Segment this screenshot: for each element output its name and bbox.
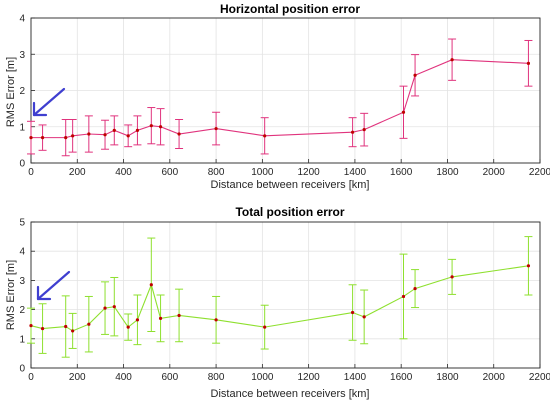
data-point — [149, 124, 153, 128]
x-tick-label: 1600 — [390, 372, 413, 383]
data-point — [126, 134, 130, 138]
data-point — [413, 73, 417, 77]
x-tick-label: 600 — [161, 167, 178, 178]
data-point — [158, 316, 163, 320]
x-tick-label: 1600 — [390, 167, 413, 178]
x-tick-label: 2000 — [483, 372, 506, 383]
data-point — [526, 264, 531, 268]
data-point — [263, 134, 267, 138]
data-point — [177, 313, 181, 318]
data-point — [112, 128, 116, 132]
data-point — [526, 61, 531, 65]
data-point — [450, 58, 454, 62]
y-axis-label: RMS Error [m] — [5, 260, 17, 330]
data-point — [177, 132, 181, 136]
x-tick-label: 1200 — [298, 372, 321, 383]
y-axis-label: RMS Error [m] — [5, 57, 17, 127]
data-point — [158, 125, 163, 129]
x-tick-label: 1000 — [251, 372, 274, 383]
data-point — [126, 325, 130, 329]
annotation-arrow-shaft — [32, 87, 66, 117]
data-point — [87, 322, 91, 326]
total-error-panel: Total position error Distance between re… — [5, 205, 550, 400]
y-tick-label: 2 — [19, 305, 25, 316]
data-point — [214, 126, 218, 131]
x-tick-label: 1400 — [344, 372, 367, 383]
data-point — [362, 128, 366, 132]
data-point — [29, 324, 33, 328]
data-point — [149, 283, 153, 287]
x-tick-label: 800 — [208, 167, 225, 178]
y-tick-label: 1 — [19, 334, 25, 345]
y-tick-label: 4 — [19, 14, 25, 25]
data-point — [40, 326, 45, 331]
series-line — [30, 265, 529, 332]
x-tick-label: 2200 — [529, 167, 550, 178]
x-tick-label: 1400 — [344, 167, 367, 178]
x-axis-label: Distance between receivers [km] — [211, 388, 370, 400]
annotation-arrow-head — [32, 101, 48, 117]
y-tick-label: 4 — [19, 247, 25, 258]
x-axis-label: Distance between receivers [km] — [211, 179, 370, 191]
x-tick-label: 600 — [161, 372, 178, 383]
data-point — [362, 315, 366, 319]
data-point — [135, 318, 140, 322]
data-point — [401, 110, 406, 114]
data-point — [29, 136, 33, 140]
y-tick-label: 5 — [19, 218, 25, 229]
y-tick-label: 1 — [19, 122, 25, 133]
x-tick-label: 200 — [69, 372, 86, 383]
x-tick-label: 2200 — [529, 372, 550, 383]
data-point — [71, 134, 75, 138]
data-point — [413, 286, 417, 291]
x-tick-label: 1000 — [251, 167, 274, 178]
annotation-arrow-head — [36, 285, 52, 301]
x-tick-label: 1200 — [298, 167, 321, 178]
data-point — [350, 130, 355, 134]
y-tick-label: 3 — [19, 276, 25, 287]
y-tick-label: 3 — [19, 50, 25, 61]
x-tick-label: 800 — [208, 372, 225, 383]
data-point — [112, 305, 116, 309]
data-point — [263, 325, 267, 329]
data-point — [71, 329, 75, 333]
data-point — [214, 318, 218, 322]
plot-area — [31, 222, 540, 368]
data-point — [350, 310, 355, 315]
data-point — [401, 294, 406, 299]
x-tick-label: 0 — [28, 372, 34, 383]
data-point — [135, 128, 140, 132]
data-point — [64, 324, 68, 329]
horizontal-error-panel: Horizontal position error Distance betwe… — [5, 2, 550, 191]
x-tick-label: 400 — [115, 372, 132, 383]
data-point — [40, 136, 45, 140]
chart-title: Total position error — [235, 205, 344, 219]
x-tick-label: 400 — [115, 167, 132, 178]
x-tick-label: 2000 — [483, 167, 506, 178]
x-tick-label: 1800 — [436, 372, 459, 383]
series-line — [31, 59, 529, 139]
data-point — [103, 306, 107, 310]
x-tick-label: 200 — [69, 167, 86, 178]
annotation-arrow-shaft — [36, 270, 71, 301]
axes-box — [30, 221, 541, 369]
data-point — [87, 132, 91, 136]
chart-title: Horizontal position error — [220, 2, 360, 16]
data-point — [450, 275, 454, 279]
data-point — [103, 133, 107, 137]
x-tick-label: 0 — [28, 167, 34, 178]
x-tick-label: 1800 — [436, 167, 459, 178]
data-point — [64, 136, 68, 140]
axes-box — [30, 17, 541, 164]
y-tick-label: 0 — [19, 159, 25, 170]
y-tick-label: 2 — [19, 86, 25, 97]
y-tick-label: 0 — [19, 364, 25, 375]
